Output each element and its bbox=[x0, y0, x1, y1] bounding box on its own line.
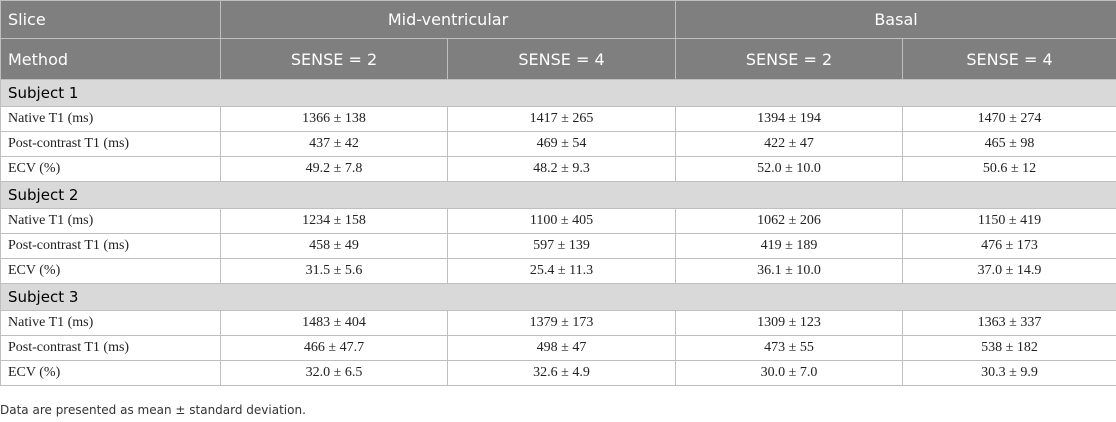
header-group: Mid-ventricular bbox=[219, 0, 677, 39]
data-table: Slice Mid-ventricular Basal Method SENSE = 2… bbox=[0, 0, 1116, 386]
subject-row: Subject 1 bbox=[0, 79, 1116, 107]
header-cell: Slice bbox=[0, 0, 221, 39]
data-row: Post-contrast T1 (ms) 458 ± 49 597 ± 139 41… bbox=[0, 233, 1116, 259]
header-cell: SENSE = 4 bbox=[446, 38, 677, 80]
row-label: ECV (%) bbox=[0, 258, 221, 284]
subject-row: Subject 2 bbox=[0, 181, 1116, 209]
header-row: Method SENSE = 2 SENSE = 4 SENSE = 2 SENSE =… bbox=[0, 38, 1116, 80]
data-cell: 419 ± 189 bbox=[675, 233, 904, 259]
data-row: Native T1 (ms) 1366 ± 138 1417 ± 265 1394 ±… bbox=[0, 106, 1116, 132]
data-cell: 49.2 ± 7.8 bbox=[220, 156, 448, 182]
data-cell: 1309 ± 123 bbox=[675, 310, 904, 336]
header-cell: SENSE = 2 bbox=[220, 38, 448, 80]
row-label: ECV (%) bbox=[0, 156, 221, 182]
data-row: Native T1 (ms) 1483 ± 404 1379 ± 173 1309 ±… bbox=[0, 310, 1116, 336]
data-cell: 52.0 ± 10.0 bbox=[675, 156, 904, 182]
row-label: Native T1 (ms) bbox=[0, 208, 221, 234]
row-label: Post-contrast T1 (ms) bbox=[0, 335, 221, 361]
data-cell: 469 ± 54 bbox=[446, 131, 677, 157]
data-cell: 31.5 ± 5.6 bbox=[220, 258, 448, 284]
header-row: Slice Mid-ventricular Basal bbox=[0, 0, 1116, 39]
subject-title: Subject 1 bbox=[0, 79, 1116, 107]
data-cell: 32.0 ± 6.5 bbox=[220, 360, 448, 386]
row-label: Post-contrast T1 (ms) bbox=[0, 233, 221, 259]
subject-title: Subject 3 bbox=[0, 283, 1116, 311]
data-cell: 1366 ± 138 bbox=[220, 106, 448, 132]
data-cell: 437 ± 42 bbox=[220, 131, 448, 157]
row-label: ECV (%) bbox=[0, 360, 221, 386]
data-cell: 1062 ± 206 bbox=[675, 208, 904, 234]
data-cell: 1363 ± 337 bbox=[902, 310, 1116, 336]
data-cell: 422 ± 47 bbox=[675, 131, 904, 157]
data-cell: 1417 ± 265 bbox=[446, 106, 677, 132]
header-cell: SENSE = 4 bbox=[902, 38, 1116, 80]
data-row: ECV (%) 31.5 ± 5.6 25.4 ± 11.3 36.1 ± 10.0 3… bbox=[0, 258, 1116, 284]
data-row: Post-contrast T1 (ms) 466 ± 47.7 498 ± 47 4… bbox=[0, 335, 1116, 361]
data-cell: 1394 ± 194 bbox=[675, 106, 904, 132]
data-cell: 458 ± 49 bbox=[220, 233, 448, 259]
data-cell: 30.3 ± 9.9 bbox=[902, 360, 1116, 386]
data-row: ECV (%) 49.2 ± 7.8 48.2 ± 9.3 52.0 ± 10.0 50… bbox=[0, 156, 1116, 182]
header-cell: SENSE = 2 bbox=[675, 38, 904, 80]
data-cell: 465 ± 98 bbox=[902, 131, 1116, 157]
header-group: Basal bbox=[675, 0, 1116, 39]
data-cell: 1470 ± 274 bbox=[902, 106, 1116, 132]
data-row: Post-contrast T1 (ms) 437 ± 42 469 ± 54 422… bbox=[0, 131, 1116, 157]
data-cell: 597 ± 139 bbox=[446, 233, 677, 259]
data-cell: 466 ± 47.7 bbox=[220, 335, 448, 361]
data-cell: 538 ± 182 bbox=[902, 335, 1116, 361]
data-cell: 25.4 ± 11.3 bbox=[446, 258, 677, 284]
row-label: Native T1 (ms) bbox=[0, 106, 221, 132]
data-cell: 498 ± 47 bbox=[446, 335, 677, 361]
data-cell: 1100 ± 405 bbox=[446, 208, 677, 234]
data-cell: 50.6 ± 12 bbox=[902, 156, 1116, 182]
data-row: ECV (%) 32.0 ± 6.5 32.6 ± 4.9 30.0 ± 7.0 30.… bbox=[0, 360, 1116, 386]
data-cell: 37.0 ± 14.9 bbox=[902, 258, 1116, 284]
footnote: Data are presented as mean ± standard de… bbox=[0, 403, 306, 417]
data-cell: 36.1 ± 10.0 bbox=[675, 258, 904, 284]
row-label: Post-contrast T1 (ms) bbox=[0, 131, 221, 157]
data-cell: 1234 ± 158 bbox=[220, 208, 448, 234]
data-cell: 1379 ± 173 bbox=[446, 310, 677, 336]
subject-title: Subject 2 bbox=[0, 181, 1116, 209]
data-cell: 1150 ± 419 bbox=[902, 208, 1116, 234]
subject-row: Subject 3 bbox=[0, 283, 1116, 311]
data-cell: 476 ± 173 bbox=[902, 233, 1116, 259]
data-row: Native T1 (ms) 1234 ± 158 1100 ± 405 1062 ±… bbox=[0, 208, 1116, 234]
data-cell: 32.6 ± 4.9 bbox=[446, 360, 677, 386]
data-cell: 1483 ± 404 bbox=[220, 310, 448, 336]
data-cell: 30.0 ± 7.0 bbox=[675, 360, 904, 386]
data-cell: 473 ± 55 bbox=[675, 335, 904, 361]
row-label: Native T1 (ms) bbox=[0, 310, 221, 336]
data-cell: 48.2 ± 9.3 bbox=[446, 156, 677, 182]
header-cell: Method bbox=[0, 38, 221, 80]
